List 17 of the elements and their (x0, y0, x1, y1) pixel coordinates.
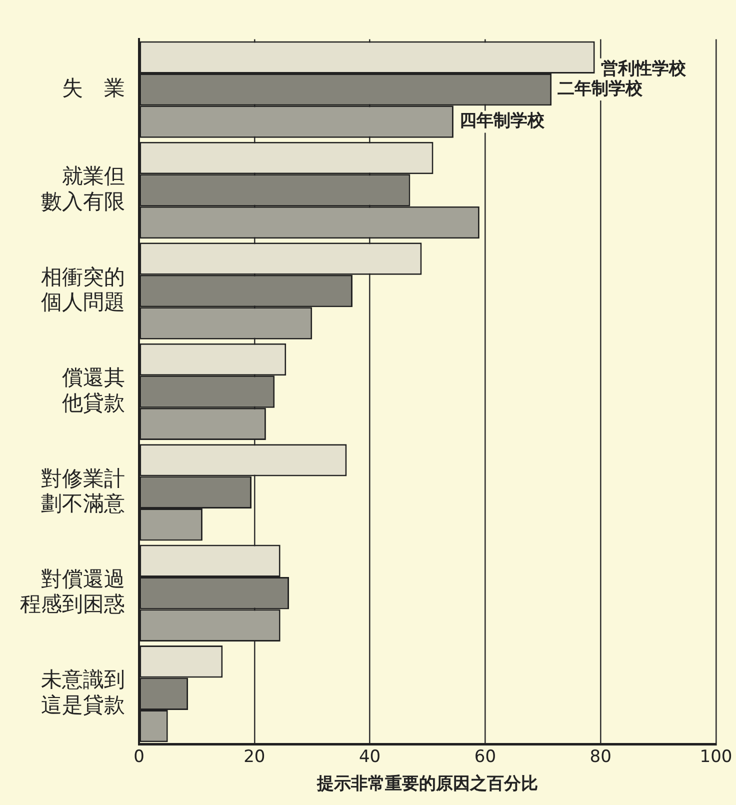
y-tick-label: 失 業 (62, 76, 125, 100)
y-tick-label: 償還其他貸款 (62, 366, 125, 415)
y-tick-label: 對償還過程感到困惑 (20, 566, 125, 616)
x-axis-title: 提示非常重要的原因之百分比 (316, 774, 538, 794)
x-tick-label: 100 (700, 746, 732, 767)
series-label: 営利性学校 (600, 58, 687, 79)
x-tick-label: 80 (590, 746, 612, 767)
x-tick-label: 40 (358, 746, 381, 767)
y-tick-label: 對修業計劃不滿意 (41, 466, 125, 516)
series-label: 二年制学校 (558, 78, 644, 99)
y-tick-label: 未意識到這是貸款 (41, 668, 125, 717)
x-tick-label: 60 (474, 746, 496, 767)
x-tick-label: 0 (134, 746, 144, 767)
y-tick-label: 就業但數入有限 (41, 164, 125, 214)
series-label: 四年制学校 (459, 111, 546, 132)
x-tick-label: 20 (244, 746, 266, 767)
y-tick-label: 相衝突的個人問題 (41, 264, 125, 314)
